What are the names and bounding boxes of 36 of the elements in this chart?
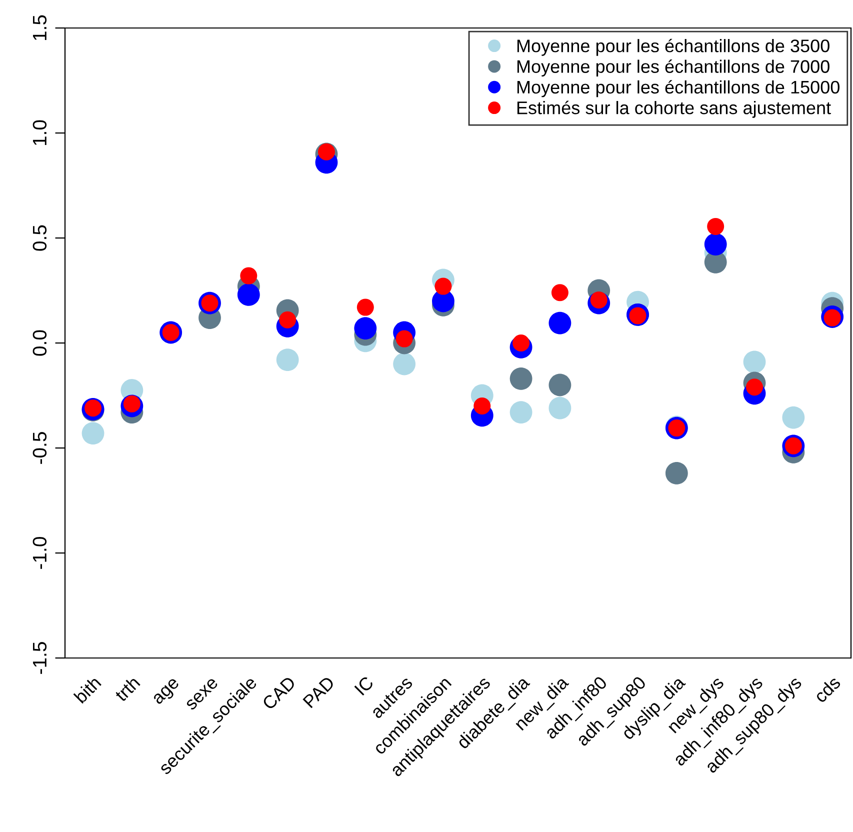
x-tick-label: trth <box>114 675 140 702</box>
y-tick-label: 0.5 <box>32 225 47 251</box>
legend-label: Estimés sur la cohorte sans ajustement <box>517 100 831 118</box>
point <box>356 298 374 316</box>
y-tick-label: -0.5 <box>32 432 47 464</box>
point <box>354 317 377 340</box>
y-tick-label: 0.0 <box>32 330 47 356</box>
x-tick-label: PAD <box>302 676 336 708</box>
y-tick-label: -1.0 <box>32 537 47 569</box>
y-tick-label: -1.5 <box>33 642 47 674</box>
x-tick-label: bith <box>73 675 102 704</box>
legend-label: Moyenne pour les échantillons de 15000 <box>517 80 840 98</box>
point <box>548 374 572 396</box>
x-tick-label: cds <box>813 675 842 704</box>
point <box>276 348 299 371</box>
legend-label: Moyenne pour les échantillons de 3500 <box>517 38 830 56</box>
point <box>318 143 335 160</box>
point <box>707 218 724 235</box>
point <box>782 406 805 429</box>
point <box>665 462 688 484</box>
point <box>240 267 258 284</box>
point <box>548 396 572 420</box>
y-tick-label: 1.5 <box>33 15 47 40</box>
point <box>237 284 260 306</box>
legend-label: Moyenne pour les échantillons de 7000 <box>517 59 830 77</box>
x-tick-label: CAD <box>262 676 296 710</box>
point <box>82 422 104 444</box>
y-tick-label: 1.0 <box>32 120 47 146</box>
point <box>393 352 416 376</box>
point <box>510 368 532 390</box>
point <box>474 397 491 415</box>
x-tick-label: IC <box>354 675 374 696</box>
point <box>548 312 572 334</box>
point <box>510 401 532 424</box>
point <box>743 350 766 374</box>
point <box>551 284 568 302</box>
